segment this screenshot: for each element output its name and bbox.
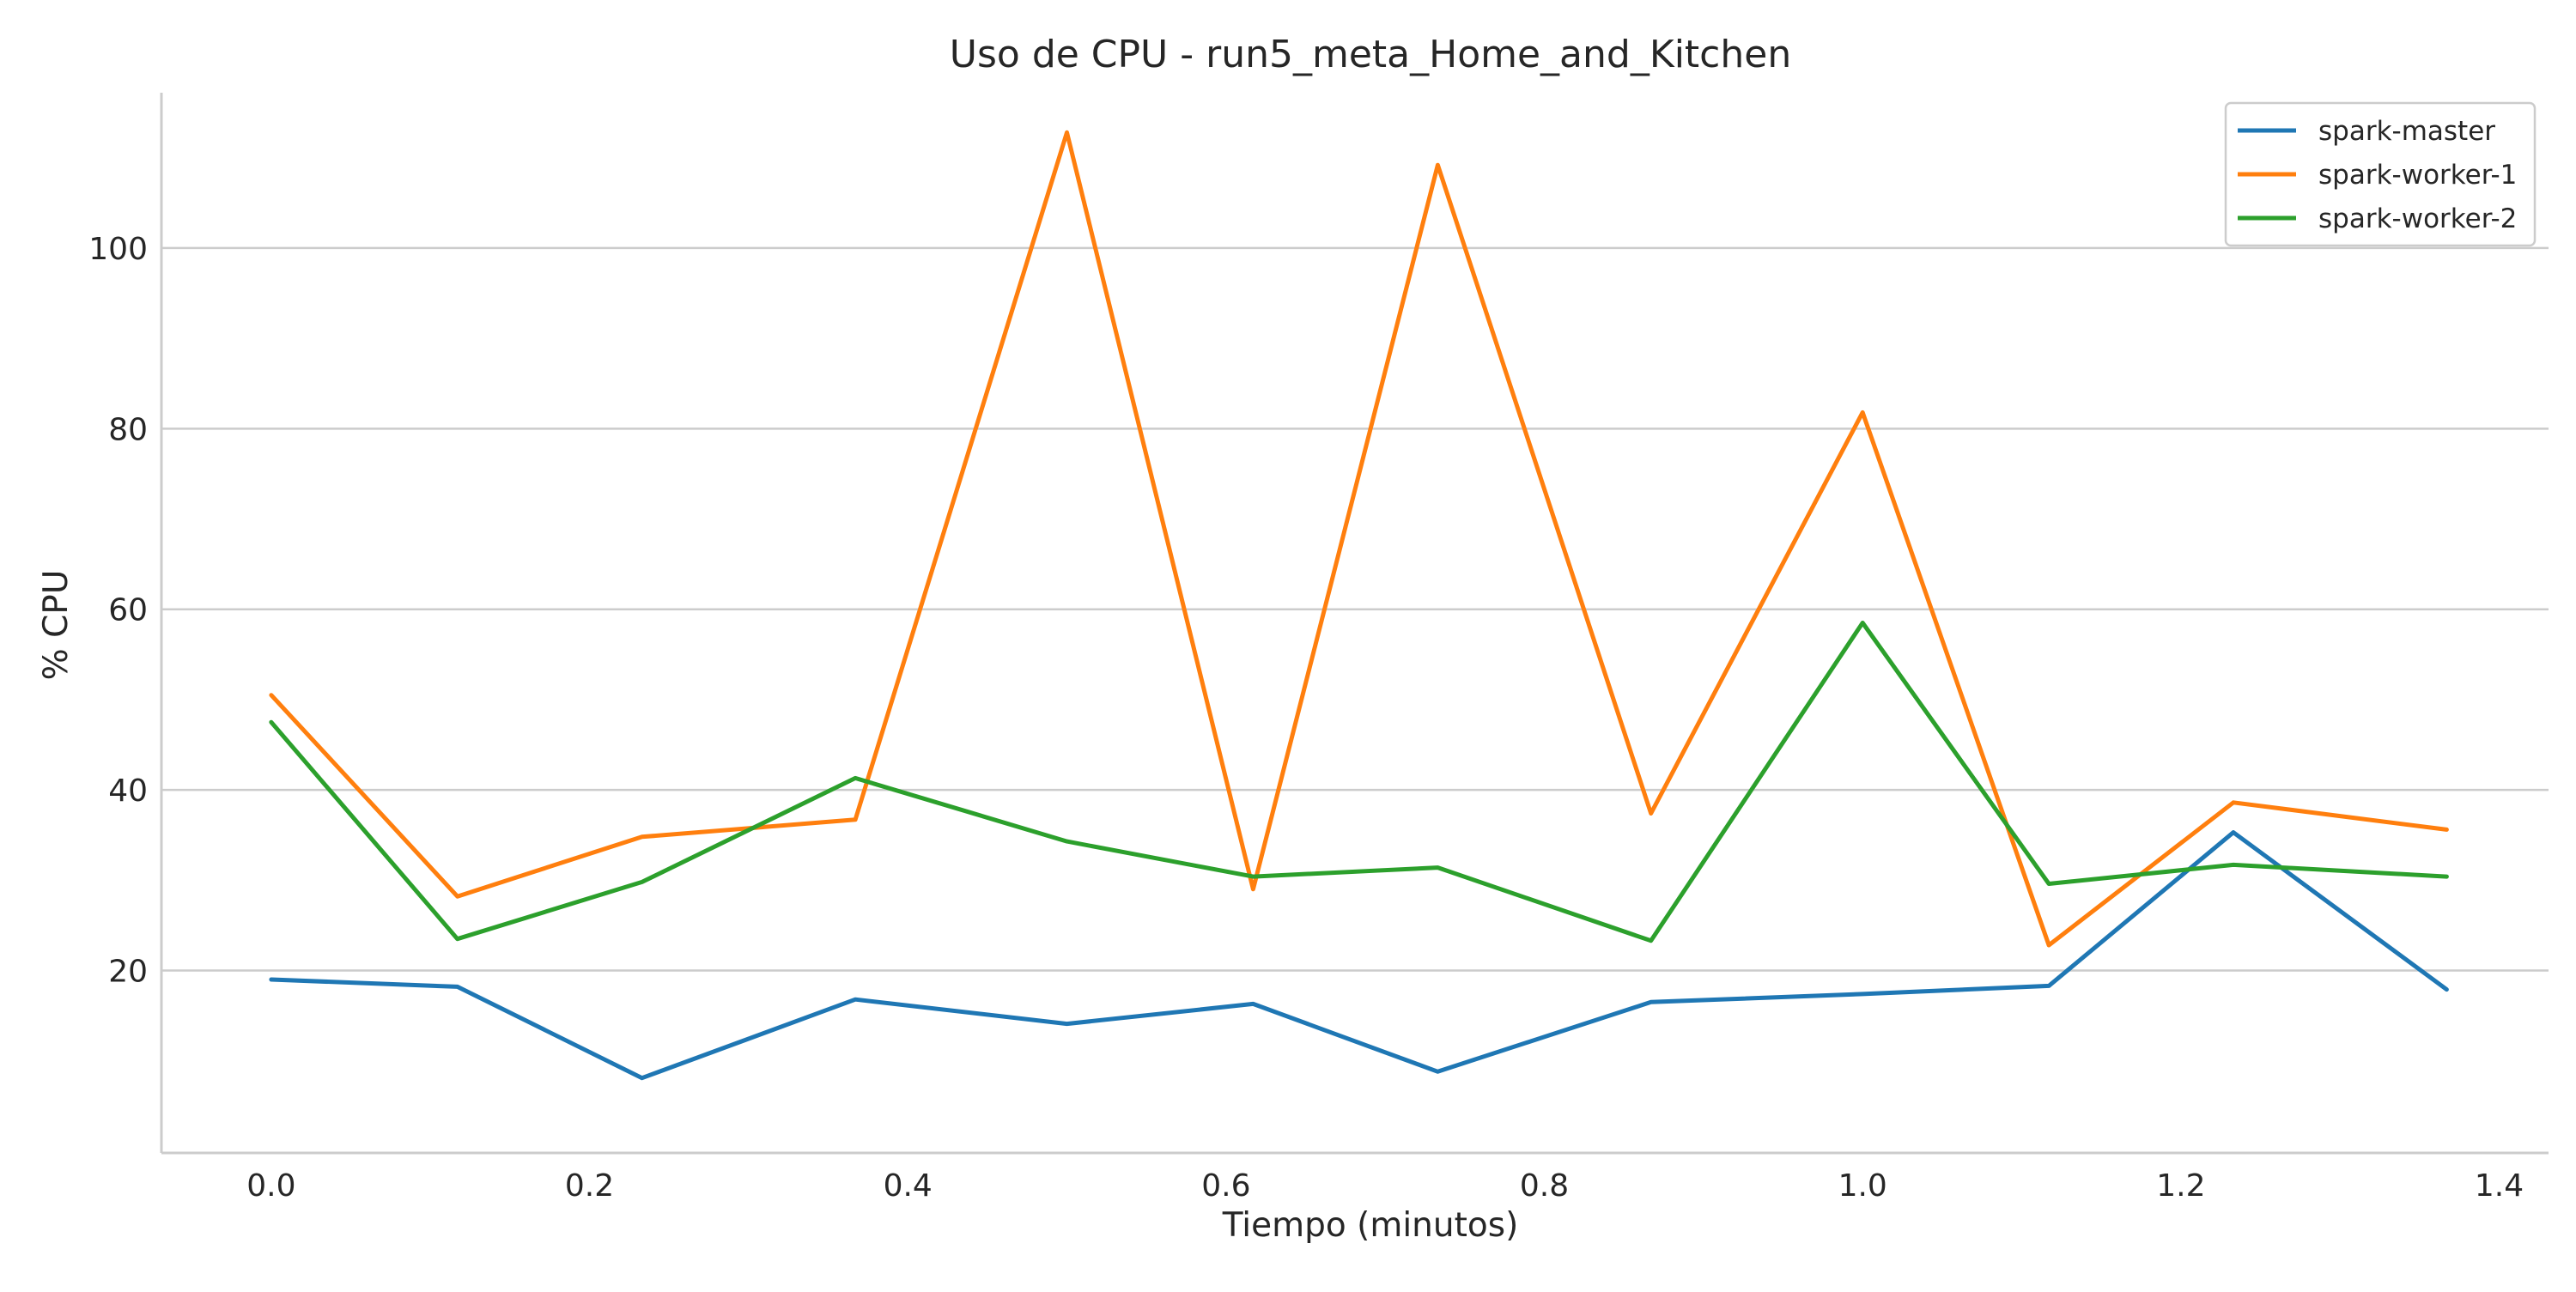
series-line-spark-worker-2 — [269, 621, 2449, 943]
y-tick-label: 20 — [108, 955, 148, 990]
legend: spark-master spark-worker-1 spark-worker-2 — [2224, 101, 2537, 247]
x-tick-label: 0.0 — [246, 1168, 295, 1204]
series-line-spark-worker-1 — [269, 130, 2449, 948]
legend-label: spark-worker-1 — [2318, 160, 2517, 191]
y-axis-ticks: 20 40 60 80 100 — [88, 232, 148, 990]
x-tick-label: 1.4 — [2475, 1168, 2524, 1204]
axis-spines — [160, 93, 2549, 1155]
x-tick-label: 0.4 — [884, 1168, 933, 1204]
x-tick-label: 1.0 — [1838, 1168, 1887, 1204]
x-tick-label: 0.8 — [1520, 1168, 1569, 1204]
x-tick-label: 0.6 — [1201, 1168, 1250, 1204]
x-tick-label: 0.2 — [565, 1168, 614, 1204]
legend-label: spark-master — [2318, 116, 2495, 147]
x-axis-ticks: 0.0 0.2 0.4 0.6 0.8 1.0 1.2 1.4 — [246, 1168, 2524, 1204]
x-axis-label: Tiempo (minutos) — [1222, 1206, 1519, 1245]
series-line-spark-master — [269, 830, 2449, 1081]
y-tick-label: 60 — [108, 593, 148, 628]
legend-frame — [2224, 101, 2537, 247]
y-axis-label: % CPU — [37, 570, 76, 681]
chart-title: Uso de CPU - run5_meta_Home_and_Kitchen — [950, 33, 1791, 76]
x-tick-label: 1.2 — [2156, 1168, 2205, 1204]
y-tick-label: 100 — [88, 232, 148, 267]
y-tick-label: 40 — [108, 773, 148, 809]
gridlines — [161, 246, 2549, 972]
y-tick-label: 80 — [108, 412, 148, 447]
legend-label: spark-worker-2 — [2318, 203, 2517, 234]
series-lines — [269, 130, 2449, 1081]
